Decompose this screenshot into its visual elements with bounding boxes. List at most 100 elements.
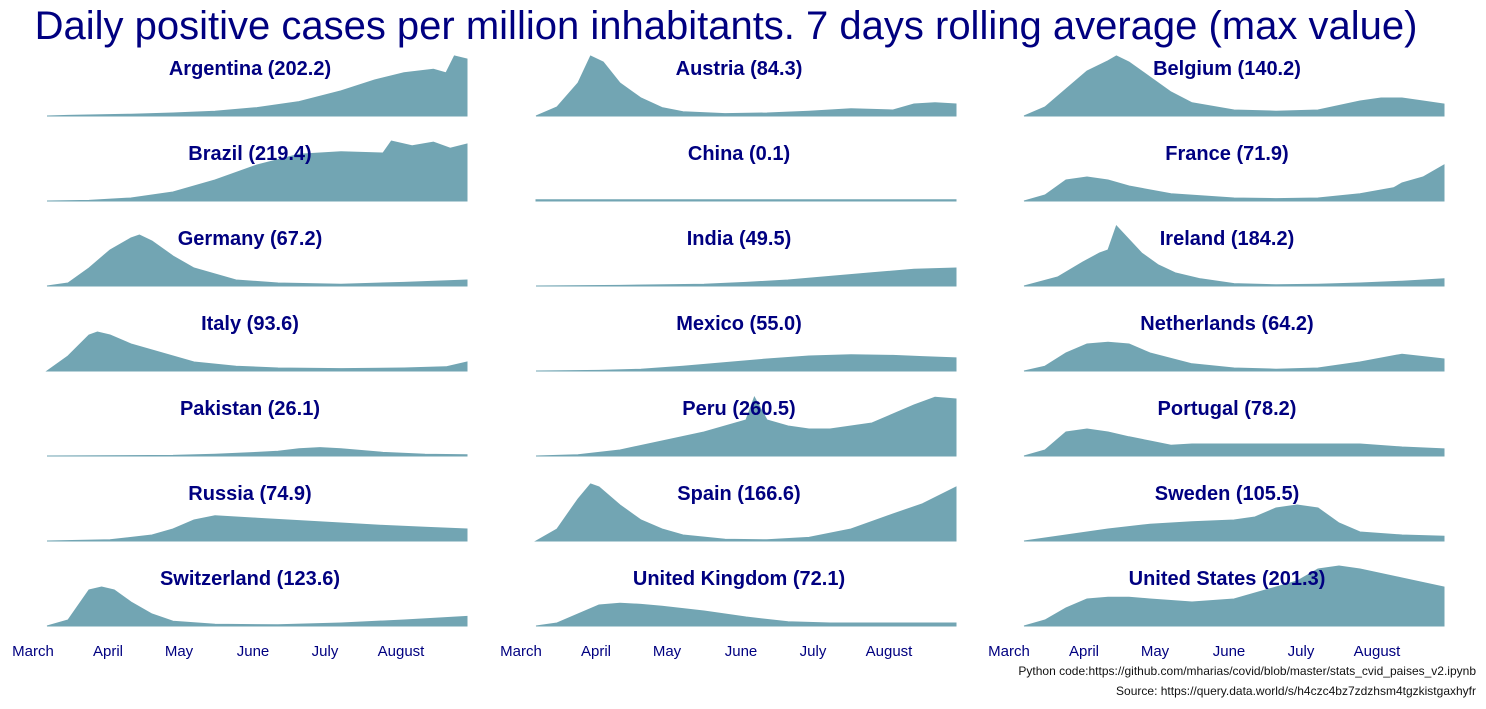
panel-label-austria: Austria (84.3) [675,58,803,80]
area-series-spain [534,483,957,542]
panel-china: China (0.1) [535,139,957,202]
area-series-france [1023,164,1445,202]
area-plot-china [535,199,957,202]
area-series-mexico [535,354,957,372]
area-plot-peru [535,396,957,457]
panel-label-belgium: Belgium (140.2) [1153,58,1301,80]
panel-switzerland: Switzerland (123.6) [46,564,468,627]
panel-label-switzerland: Switzerland (123.6) [159,568,341,590]
area-series-peru [535,396,957,457]
area-plot-ireland [1023,225,1445,287]
area-plot-russia [46,515,468,542]
area-series-italy [45,331,468,372]
panel-label-italy: Italy (93.6) [201,313,299,335]
panel-italy: Italy (93.6) [45,309,468,372]
x-axis-col-2: March April May June July August [500,643,954,665]
x-axis-col-3: March April May June July August [988,643,1442,665]
panel-label-united-kingdom: United Kingdom (72.1) [632,568,846,590]
area-series-india [535,267,957,287]
panel-austria: Austria (84.3) [535,54,957,117]
panel-label-china: China (0.1) [687,143,791,165]
area-plot-spain [534,483,957,542]
area-plot-switzerland [46,586,468,627]
area-plot-mexico [535,354,957,372]
x-tick-may: May [164,643,194,660]
area-plot-pakistan [46,447,468,457]
area-series-portugal [1023,428,1445,457]
panel-spain: Spain (166.6) [534,479,957,542]
panel-label-argentina: Argentina (202.2) [168,58,332,80]
x-tick-april: April [1068,643,1100,660]
area-plot-portugal [1023,428,1445,457]
area-plot-united-states [1023,565,1445,627]
panel-brazil: Brazil (219.4) [46,139,468,202]
python-code-credit: Python code:https://github.com/mharias/c… [1018,664,1476,678]
area-plot-united-kingdom [535,602,957,627]
area-series-brazil [46,140,468,202]
area-series-germany [46,234,468,287]
area-series-austria [535,55,957,117]
panel-label-ireland: Ireland (184.2) [1159,228,1295,250]
x-tick-may: May [1140,643,1170,660]
panel-label-france: France (71.9) [1165,143,1289,165]
x-tick-may: May [652,643,682,660]
area-series-belgium [1023,55,1445,117]
area-plot-belgium [1023,55,1445,117]
panel-united-kingdom: United Kingdom (72.1) [535,564,957,627]
x-tick-august: August [865,643,913,660]
x-tick-june: June [724,643,758,660]
panel-label-sweden: Sweden (105.5) [1154,483,1300,505]
area-plot-germany [46,234,468,287]
panel-russia: Russia (74.9) [46,479,468,542]
panel-label-brazil: Brazil (219.4) [188,143,312,165]
x-tick-june: June [236,643,270,660]
panel-germany: Germany (67.2) [46,224,468,287]
area-series-united-kingdom [535,602,957,627]
area-plot-italy [45,331,468,372]
panel-india: India (49.5) [535,224,957,287]
data-source-credit: Source: https://query.data.world/s/h4czc… [1116,684,1476,698]
panel-label-germany: Germany (67.2) [177,228,323,250]
area-series-china [535,199,957,202]
panel-label-pakistan: Pakistan (26.1) [179,398,321,420]
x-tick-march: March [12,643,54,660]
panel-pakistan: Pakistan (26.1) [46,394,468,457]
area-series-pakistan [46,447,468,457]
panel-label-portugal: Portugal (78.2) [1157,398,1297,420]
area-series-netherlands [1023,341,1445,372]
panel-label-russia: Russia (74.9) [188,483,312,505]
area-series-united-states [1023,565,1445,627]
area-plot-india [535,267,957,287]
area-plot-austria [535,55,957,117]
panel-label-spain: Spain (166.6) [677,483,801,505]
x-tick-august: August [377,643,425,660]
x-tick-march: March [988,643,1030,660]
panel-france: France (71.9) [1023,139,1445,202]
x-tick-july: July [799,643,827,660]
panel-label-india: India (49.5) [686,228,792,250]
area-series-ireland [1023,225,1445,287]
x-tick-june: June [1212,643,1246,660]
panel-peru: Peru (260.5) [535,394,957,457]
panel-label-united-states: United States (201.3) [1128,568,1326,590]
panel-argentina: Argentina (202.2) [46,54,468,117]
area-series-argentina [46,55,468,117]
area-plot-france [1023,164,1445,202]
area-plot-brazil [46,140,468,202]
panel-ireland: Ireland (184.2) [1023,224,1445,287]
panel-label-peru: Peru (260.5) [682,398,796,420]
area-series-sweden [1023,504,1445,542]
panel-portugal: Portugal (78.2) [1023,394,1445,457]
x-tick-july: July [1287,643,1315,660]
panel-netherlands: Netherlands (64.2) [1023,309,1445,372]
x-tick-july: July [311,643,339,660]
panel-mexico: Mexico (55.0) [535,309,957,372]
panel-belgium: Belgium (140.2) [1023,54,1445,117]
x-axis-col-1: March April May June July August [12,643,466,665]
area-plot-sweden [1023,504,1445,542]
area-series-russia [46,515,468,542]
panel-label-netherlands: Netherlands (64.2) [1140,313,1314,335]
x-tick-august: August [1353,643,1401,660]
area-plot-netherlands [1023,341,1445,372]
panel-label-mexico: Mexico (55.0) [676,313,802,335]
